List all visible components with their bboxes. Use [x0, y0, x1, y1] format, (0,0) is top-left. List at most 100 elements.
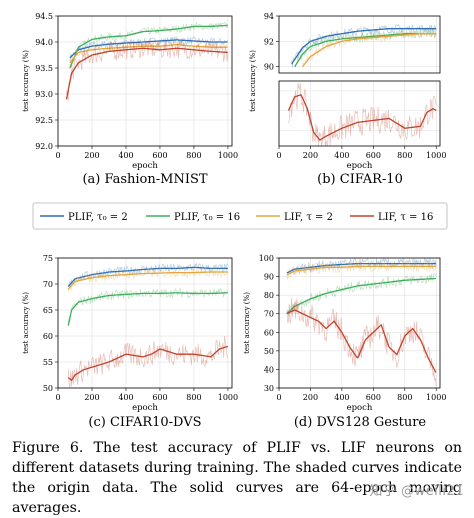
plot-frame-lower [278, 80, 441, 147]
x-tick-label: 0 [55, 151, 60, 160]
subplot-2: 90 92 94 0 200 400 600 800 1000 test accuracy (%)… [249, 12, 446, 187]
subplot-caption: (a) Fashion-MNIST [82, 172, 207, 187]
y-tick-label: 55 [43, 358, 53, 367]
x-tick-label: 0 [276, 151, 281, 160]
series-line-0 [291, 28, 437, 65]
legend-item: LIF, τ = 2 [256, 212, 333, 223]
x-tick-label: 600 [152, 151, 167, 160]
series-line-2 [69, 43, 228, 64]
y-tick-label: 92.5 [35, 116, 53, 125]
x-tick-label: 800 [397, 151, 412, 160]
x-tick-label: 400 [118, 151, 133, 160]
y-tick-label: 94 [264, 12, 274, 21]
series-line-0 [69, 39, 228, 59]
x-tick-label: 200 [303, 393, 318, 402]
y-tick-label: 93.5 [35, 64, 53, 73]
y-tick-label: 70 [264, 310, 274, 319]
y-tick-label: 50 [264, 347, 274, 356]
subplot-caption: (c) CIFAR10-DVS [88, 415, 201, 430]
y-tick-label: 40 [264, 365, 274, 374]
x-tick-label: 0 [55, 393, 60, 402]
raw-curve-0 [69, 36, 229, 62]
legend-item: PLIF, τ₀ = 2 [40, 212, 128, 223]
y-tick-label: 92.0 [35, 142, 53, 151]
figure: 92.0 92.5 93.0 93.5 94.0 94.5 0 200 400 600 800 100… [12, 12, 464, 516]
raw-curve-2 [302, 29, 437, 66]
x-axis-label: epoch [347, 403, 373, 413]
x-tick-label: 200 [303, 151, 318, 160]
x-axis-label: epoch [132, 161, 158, 171]
x-tick-label: 400 [334, 393, 349, 402]
x-tick-label: 200 [84, 393, 99, 402]
y-tick-label: 100 [259, 254, 274, 263]
figure-caption: Figure 6. The test accuracy of PLIF vs. … [12, 440, 462, 516]
series-line-3 [287, 93, 437, 141]
legend-frame [32, 202, 448, 230]
raw-curve-1 [67, 287, 229, 323]
plot-frame [57, 257, 233, 389]
y-tick-label: 50 [43, 384, 53, 393]
raw-curve-1 [286, 273, 437, 317]
y-tick-label: 75 [43, 254, 53, 263]
legend-label: LIF, τ = 16 [378, 212, 433, 223]
x-tick-label: 600 [152, 393, 167, 402]
series-line-3 [65, 47, 228, 100]
legend-label: PLIF, τ₀ = 16 [174, 212, 240, 223]
plot-frame-upper [278, 15, 441, 74]
y-tick-label: 70 [43, 280, 53, 289]
series-line-2 [302, 33, 436, 68]
x-tick-label: 800 [397, 393, 412, 402]
x-tick-label: 1000 [218, 151, 238, 160]
raw-curve-0 [291, 23, 437, 68]
series-line-0 [67, 266, 228, 288]
x-tick-label: 400 [334, 151, 349, 160]
y-axis-label: test accuracy (%) [249, 50, 257, 112]
y-axis-label: test accuracy (%) [243, 292, 251, 354]
y-tick-label: 90 [264, 273, 274, 282]
y-tick-label: 93.0 [35, 90, 53, 99]
x-tick-label: 200 [84, 151, 99, 160]
x-tick-label: 400 [118, 393, 133, 402]
y-tick-label: 65 [43, 306, 53, 315]
x-axis-label: epoch [132, 403, 158, 413]
x-tick-label: 1000 [426, 393, 446, 402]
y-tick-label: 90 [264, 63, 274, 72]
legend-item: PLIF, τ₀ = 16 [146, 212, 240, 223]
x-tick-label: 600 [366, 393, 381, 402]
series-line-1 [67, 292, 228, 326]
plot-frame [57, 15, 233, 147]
subplot-caption: (d) DVS128 Gesture [294, 415, 427, 430]
series-line-1 [294, 33, 437, 68]
subplot-caption: (b) CIFAR-10 [317, 172, 403, 187]
raw-curve-2 [286, 260, 437, 280]
x-tick-label: 1000 [218, 393, 238, 402]
subplot-1: 92.0 92.5 93.0 93.5 94.0 94.5 0 200 400 600 800 100… [22, 12, 238, 187]
x-tick-label: 600 [366, 151, 381, 160]
x-axis-label: epoch [347, 161, 373, 171]
raw-curve-3 [66, 38, 229, 101]
y-tick-label: 30 [264, 384, 274, 393]
y-tick-label: 60 [264, 328, 274, 337]
y-tick-label: 94.5 [35, 12, 53, 21]
raw-curve-3 [67, 335, 229, 388]
legend-label: LIF, τ = 2 [284, 212, 333, 223]
series-line-2 [286, 265, 436, 276]
x-tick-label: 800 [186, 151, 201, 160]
legend-label: PLIF, τ₀ = 2 [68, 212, 128, 223]
series-line-3 [286, 309, 437, 373]
y-axis-label: test accuracy (%) [22, 50, 30, 112]
raw-curve-3 [286, 297, 437, 387]
raw-curve-2 [69, 40, 229, 66]
series-line-2 [67, 271, 228, 290]
y-axis-label: test accuracy (%) [22, 292, 30, 354]
y-tick-label: 80 [264, 291, 274, 300]
chart-canvas: 92.092.593.093.594.094.50 200 400 600 800 100… [22, 12, 448, 430]
raw-curve-1 [69, 21, 229, 70]
plot-frame [278, 257, 441, 389]
series-line-3 [67, 345, 229, 382]
y-tick-label: 60 [43, 332, 53, 341]
series-line-1 [69, 24, 228, 69]
raw-curve-3 [288, 82, 437, 146]
series-line-1 [286, 277, 437, 315]
